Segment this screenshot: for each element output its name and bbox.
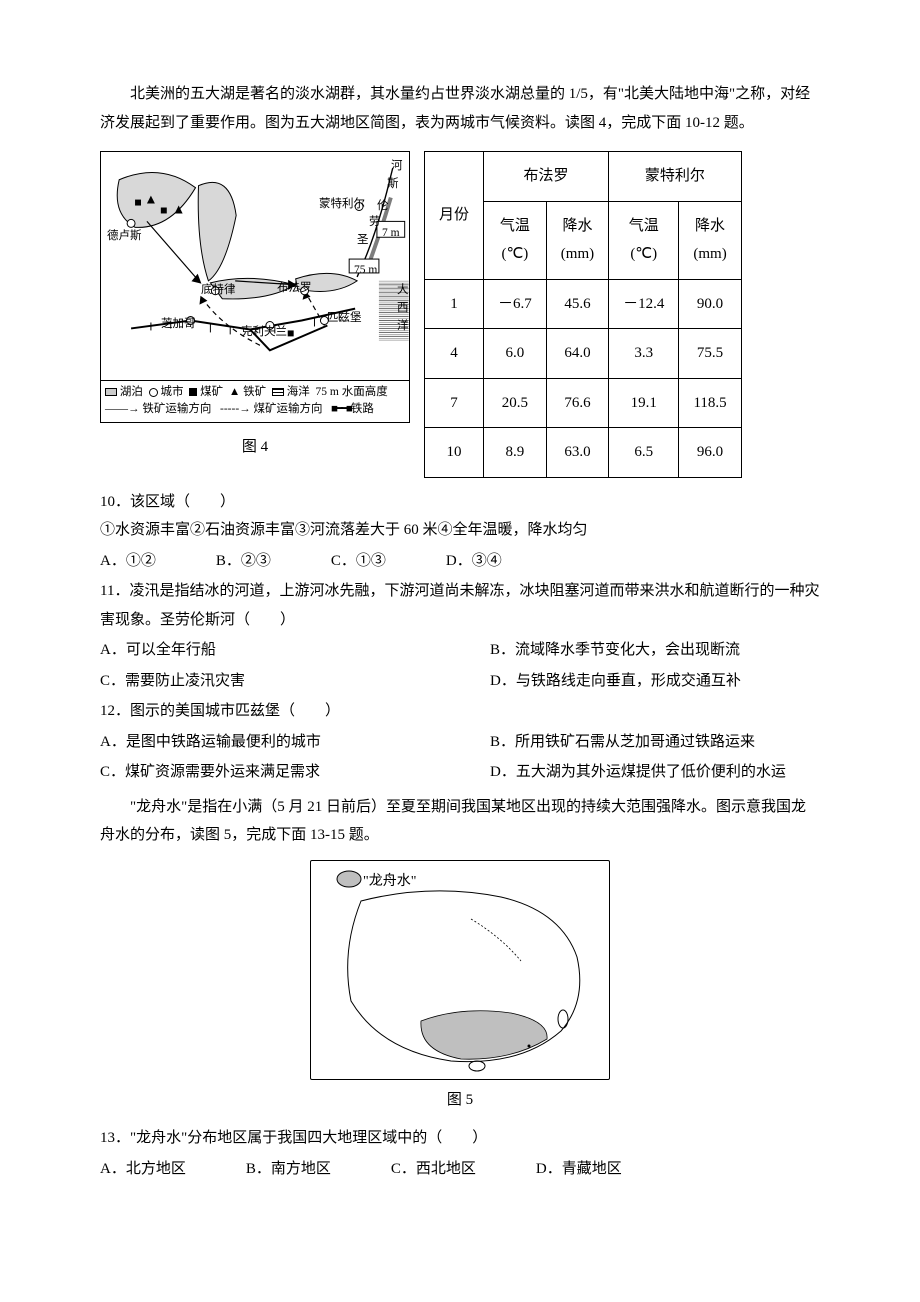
map5-svg — [311, 861, 611, 1081]
climate-table: 月份 布法罗 蒙特利尔 气温(℃) 降水(mm) 气温(℃) 降水(mm) 1－… — [424, 151, 742, 478]
legend-city: 城市 — [161, 386, 184, 398]
city-cleveland: 克利夫兰 — [241, 322, 287, 344]
map4-legend: 湖泊 城市 煤矿 ▲ 铁矿 海洋 75 m 水面高度 ——→ 铁矿运输方向 --… — [100, 381, 410, 423]
legend-iron: 铁矿 — [243, 386, 266, 398]
city-detroit: 底特律 — [201, 280, 236, 302]
q11-B: B．流域降水季节变化大，会出现断流 — [490, 636, 790, 665]
th-p1: 降水(mm) — [546, 201, 608, 279]
q12-D: D．五大湖为其外运煤提供了低价便利的水运 — [490, 758, 790, 787]
q12-C: C．煤矿资源需要外运来满足需求 — [100, 758, 400, 787]
q10-B: B．②③ — [216, 547, 271, 576]
legend-lake: 湖泊 — [120, 386, 143, 398]
intro-paragraph: 北美洲的五大湖是著名的淡水湖群，其水量约占世界淡水湖总量的 1/5，有"北美大陆… — [100, 80, 820, 137]
q11-stem: 11．凌汛是指结冰的河道，上游河冰先融，下游河道尚未解冻，冰块阻塞河道而带来洪水… — [100, 577, 820, 634]
th-t2: 气温(℃) — [609, 201, 679, 279]
q13-B: B．南方地区 — [246, 1155, 331, 1184]
legend-rail: 铁路 — [351, 403, 374, 415]
q12-options-r2: C．煤矿资源需要外运来满足需求 D．五大湖为其外运煤提供了低价便利的水运 — [100, 758, 820, 787]
table-row: 1－6.745.6－12.490.0 — [425, 279, 742, 329]
th-p2: 降水(mm) — [679, 201, 741, 279]
q13-stem: 13．"龙舟水"分布地区属于我国四大地理区域中的（ ） — [100, 1124, 820, 1153]
q11-D: D．与铁路线走向垂直，形成交通互补 — [490, 667, 790, 696]
q12-stem: 12．图示的美国城市匹兹堡（ ） — [100, 697, 820, 726]
label-lao: 劳 — [369, 212, 381, 234]
city-pittsburgh: 匹兹堡 — [327, 308, 362, 330]
table-row: 108.963.06.596.0 — [425, 428, 742, 478]
th-t1: 气温(℃) — [484, 201, 547, 279]
q10-C: C．①③ — [331, 547, 386, 576]
city-chicago: 芝加哥 — [161, 314, 196, 336]
label-7m: 7 m — [382, 223, 400, 245]
th-city1: 布法罗 — [484, 152, 609, 202]
map5-container: "龙舟水" — [310, 860, 610, 1080]
legend-coaldir: 煤矿运输方向 — [254, 403, 323, 415]
city-montreal: 蒙特利尔 — [319, 194, 365, 216]
map5-legend-label: "龙舟水" — [363, 869, 416, 896]
q11-options-r1: A．可以全年行船 B．流域降水季节变化大，会出现断流 — [100, 636, 820, 665]
table-row: 46.064.03.375.5 — [425, 329, 742, 379]
q13-D: D．青藏地区 — [536, 1155, 622, 1184]
q10-A: A．①② — [100, 547, 156, 576]
map4-container: 德卢斯 底特律 芝加哥 克利夫兰 匹兹堡 布法罗 蒙特利尔 河 斯 伦 劳 圣 … — [100, 151, 410, 381]
q11-options-r2: C．需要防止凌汛灾害 D．与铁路线走向垂直，形成交通互补 — [100, 667, 820, 696]
legend-ocean: 海洋 — [287, 386, 310, 398]
label-si: 斯 — [387, 174, 399, 196]
q11-A: A．可以全年行船 — [100, 636, 400, 665]
q12-options-r1: A．是图中铁路运输最便利的城市 B．所用铁矿石需从芝加哥通过铁路运来 — [100, 728, 820, 757]
city-buffalo: 布法罗 — [277, 278, 312, 300]
q13-A: A．北方地区 — [100, 1155, 186, 1184]
legend-height: 75 m 水面高度 — [316, 386, 388, 398]
q10-stem: 10．该区域（ ） — [100, 488, 820, 517]
label-75m: 75 m — [354, 260, 377, 282]
q13-options: A．北方地区 B．南方地区 C．西北地区 D．青藏地区 — [100, 1155, 820, 1184]
q13-C: C．西北地区 — [391, 1155, 476, 1184]
q11-C: C．需要防止凌汛灾害 — [100, 667, 400, 696]
th-city2: 蒙特利尔 — [609, 152, 742, 202]
q10-D: D．③④ — [446, 547, 502, 576]
legend-irondir: 铁矿运输方向 — [142, 403, 211, 415]
fig4-caption: 图 4 — [100, 433, 410, 462]
q10-options: A．①② B．②③ C．①③ D．③④ — [100, 547, 820, 576]
label-yang: 洋 — [397, 316, 409, 338]
figure-4-row: 德卢斯 底特律 芝加哥 克利夫兰 匹兹堡 布法罗 蒙特利尔 河 斯 伦 劳 圣 … — [100, 151, 820, 478]
q12-B: B．所用铁矿石需从芝加哥通过铁路运来 — [490, 728, 790, 757]
map-column: 德卢斯 底特律 芝加哥 克利夫兰 匹兹堡 布法罗 蒙特利尔 河 斯 伦 劳 圣 … — [100, 151, 410, 467]
q10-statements: ①水资源丰富②石油资源丰富③河流落差大于 60 米④全年温暖，降水均匀 — [100, 516, 820, 545]
city-duluth: 德卢斯 — [107, 226, 142, 248]
label-sheng: 圣 — [357, 230, 369, 252]
table-row: 720.576.619.1118.5 — [425, 378, 742, 428]
q12-A: A．是图中铁路运输最便利的城市 — [100, 728, 400, 757]
fig5-caption: 图 5 — [100, 1086, 820, 1115]
legend-coal: 煤矿 — [200, 386, 223, 398]
intro2-paragraph: "龙舟水"是指在小满（5 月 21 日前后）至夏至期间我国某地区出现的持续大范围… — [100, 793, 820, 850]
th-month: 月份 — [425, 152, 484, 280]
